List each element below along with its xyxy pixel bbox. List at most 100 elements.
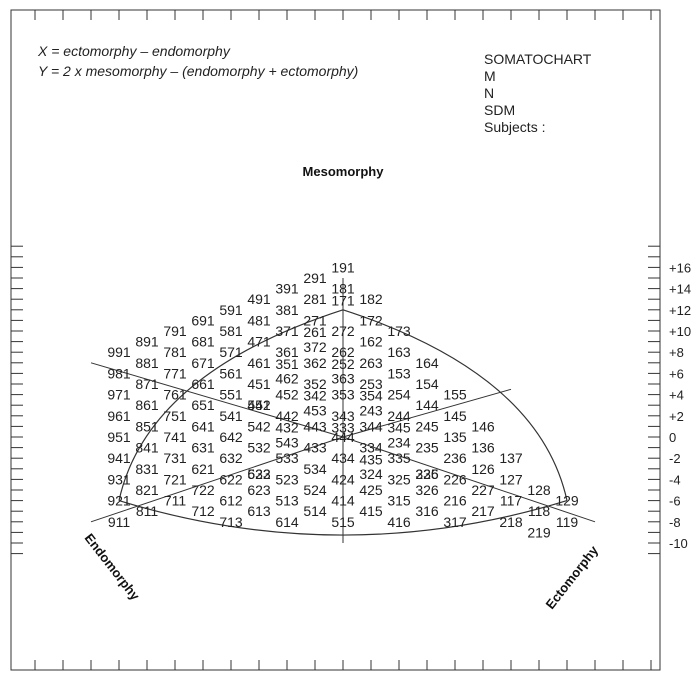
- somatotype-code: 271: [303, 312, 327, 328]
- somatotype-code: 244: [387, 408, 411, 424]
- somatotype-code: 434: [331, 450, 355, 466]
- somatotype-code: 461: [247, 355, 271, 371]
- plot-border: [10, 9, 661, 671]
- somatotype-code: 661: [191, 376, 215, 392]
- endo-axis-line: [90, 436, 344, 523]
- somatotype-code: 571: [219, 344, 243, 360]
- somatotype-code: 118: [528, 503, 551, 519]
- somatotype-code: 632: [219, 450, 243, 466]
- axis-ticks: [11, 10, 660, 670]
- somatotype-code: 362: [303, 355, 327, 371]
- somatotype-code: 911: [108, 514, 131, 530]
- somatotype-code: 971: [107, 387, 131, 403]
- somatotype-code: 681: [191, 334, 215, 350]
- somatotype-code: 552: [247, 397, 271, 413]
- somatotype-code: 631: [191, 440, 215, 456]
- somatotype-code: 891: [135, 334, 159, 350]
- ecto-axis-line: [342, 436, 596, 523]
- somatotype-code: 524: [303, 482, 327, 498]
- somatotype-code: 523: [275, 471, 299, 487]
- ecto-meso-axis-line: [342, 388, 512, 438]
- somatotype-code: 443: [303, 418, 327, 434]
- somatotype-code: 363: [331, 371, 355, 387]
- somatotype-code: 217: [471, 503, 495, 519]
- y-tick-label: 0: [669, 430, 676, 445]
- somatotype-code: 252: [331, 356, 355, 372]
- somatotype-code: 144: [415, 397, 439, 413]
- somatotype-code: 333: [331, 419, 355, 435]
- somatotype-code: 462: [275, 371, 299, 387]
- left-arc: [118, 309, 344, 501]
- somatotype-code: 153: [387, 365, 411, 381]
- somatotype-code: 336: [415, 466, 439, 482]
- somatotype-code: 981: [107, 365, 131, 381]
- somatotype-code: 671: [191, 355, 215, 371]
- somatotype-code: 236: [443, 450, 467, 466]
- somatotype-code: 334: [359, 440, 383, 456]
- somatotype-code: 581: [219, 323, 243, 339]
- somatotype-code: 218: [499, 514, 523, 530]
- y-tick-label: +8: [669, 345, 684, 360]
- somatotype-code: 344: [359, 418, 383, 434]
- mesomorphy-label: Mesomorphy: [303, 164, 385, 179]
- somatotype-code: 811: [136, 503, 159, 519]
- somatotype-code: 128: [527, 482, 551, 498]
- somatotype-code: 691: [191, 312, 215, 328]
- somatotype-code: 163: [387, 344, 411, 360]
- somatotype-code: 145: [443, 408, 467, 424]
- somatotype-code: 234: [387, 434, 411, 450]
- somatotype-code: 452: [275, 387, 299, 403]
- somatotype-code: 641: [191, 418, 215, 434]
- somatotype-code: 263: [359, 355, 383, 371]
- somatotype-code: 543: [275, 434, 299, 450]
- somatotype-code: 614: [275, 514, 299, 530]
- somatotype-code: 146: [471, 418, 495, 434]
- somatotype-code: 721: [163, 471, 187, 487]
- somatotype-code: 533: [275, 450, 299, 466]
- somatotype-code: 162: [359, 334, 383, 350]
- y-tick-label: -10: [669, 536, 688, 551]
- somatotype-code: 137: [499, 450, 523, 466]
- somatotype-code: 514: [303, 503, 327, 519]
- somatotype-code: 381: [275, 302, 299, 318]
- chart-title: SOMATOCHART: [484, 51, 592, 67]
- somatotype-code: 181: [331, 281, 355, 297]
- somatotype-code: 921: [107, 493, 131, 509]
- somatotype-code: 342: [303, 388, 327, 404]
- somatotype-code: 353: [331, 387, 355, 403]
- somatotype-code: 442: [275, 408, 299, 424]
- somatotype-code: 961: [107, 408, 131, 424]
- chart-frame: [10, 9, 661, 671]
- y-tick-label: -4: [669, 472, 681, 487]
- y-tick-label: +4: [669, 388, 684, 403]
- somatotype-code: 315: [387, 493, 411, 509]
- somatotype-code: 135: [443, 429, 467, 445]
- somatotype-code: 352: [303, 376, 327, 392]
- somatotype-code: 245: [415, 418, 439, 434]
- somatotype-code: 225: [415, 466, 439, 482]
- somatotype-code: 881: [135, 355, 159, 371]
- y-tick-label: -2: [669, 451, 681, 466]
- somatotype-code: 272: [331, 323, 355, 339]
- somatotype-code: 253: [359, 376, 383, 392]
- somatotype-code: 991: [107, 344, 131, 360]
- somatotype-code: 324: [359, 466, 383, 482]
- somatotype-code: 871: [135, 376, 159, 392]
- somatotype-code: 522: [247, 466, 271, 482]
- somatotype-code: 513: [275, 493, 299, 509]
- somatotype-code: 136: [471, 440, 495, 456]
- somatotype-code: 391: [275, 281, 299, 297]
- somatotype-code: 433: [303, 440, 327, 456]
- legend-line-n: N: [484, 85, 494, 101]
- somatotype-code: 711: [164, 493, 187, 509]
- somatotype-code: 173: [387, 323, 411, 339]
- somatotype-code: 741: [163, 429, 187, 445]
- somatotype-code: 425: [359, 482, 383, 498]
- somatotype-code: 561: [219, 365, 243, 381]
- somatotype-code: 515: [331, 514, 355, 530]
- somatotype-code: 551: [219, 387, 243, 403]
- somatotype-code: 541: [219, 408, 243, 424]
- somatotype-code: 226: [443, 471, 467, 487]
